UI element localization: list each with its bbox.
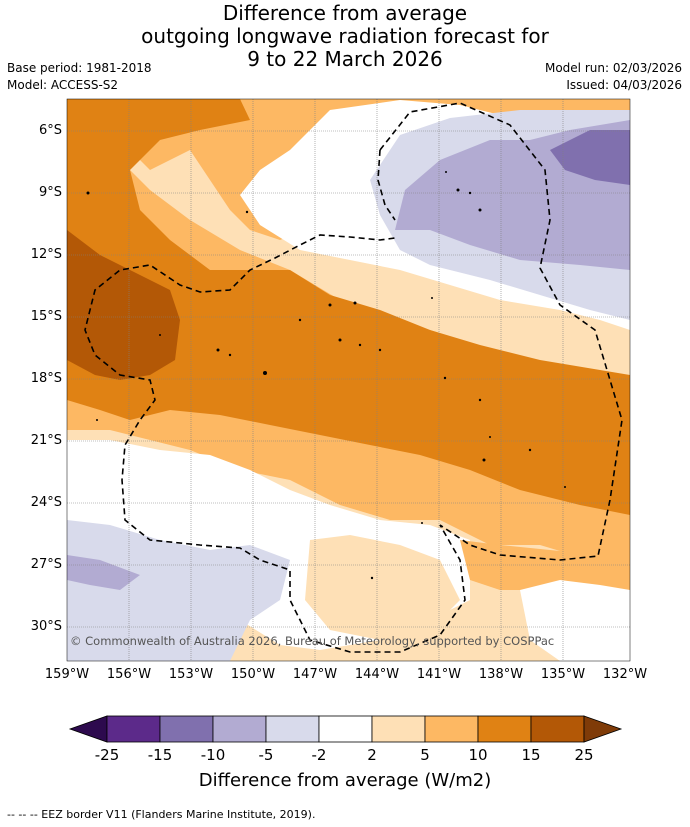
contour-2-5 [400,630,560,661]
lat-label: 30°S [30,619,62,634]
lat-label: 12°S [30,247,62,262]
colorbar-tick: 5 [420,746,430,764]
lon-label: 138°W [478,667,524,682]
colorbar-segment [477,715,532,743]
colorbar-segment [371,715,426,743]
colorbar-tick: -5 [258,746,274,764]
colorbar-tick: -25 [94,746,120,764]
colorbar-label: Difference from average (W/m2) [198,770,492,791]
lon-label: 150°W [230,667,276,682]
contour-neg-2-5 [67,520,290,661]
contour-neg-5-10 [67,555,140,590]
colorbar-tick: 15 [521,746,541,764]
issued-date: Issued: 04/03/2026 [566,78,682,92]
colorbar-tick: -10 [200,746,226,764]
colorbar-segment [159,715,214,743]
colorbar-tick: 2 [367,746,377,764]
model-run: Model run: 02/03/2026 [544,61,682,75]
lon-label: 135°W [540,667,586,682]
colorbar-segment [265,715,320,743]
contour-fill-layer [67,99,630,661]
colorbar-tick: -2 [311,746,327,764]
colorbar [68,715,623,743]
eez-border [84,102,623,653]
lat-label: 6°S [38,123,62,138]
lat-label: 9°S [38,185,62,200]
colorbar-tick: -15 [147,746,173,764]
colorbar-tick: 10 [468,746,488,764]
islands [86,171,566,580]
contour-15-25 [67,230,180,380]
lon-label: 132°W [602,667,648,682]
model-name: Model: ACCESS-S2 [7,78,119,92]
colorbar-segment [106,715,161,743]
colorbar-segment [424,715,479,743]
lat-label: 27°S [30,557,62,572]
lat-label: 24°S [30,495,62,510]
base-period: Base period: 1981-2018 [7,61,152,75]
map-frame [66,98,631,662]
colorbar-segment [212,715,267,743]
contour-2-5 [305,535,460,640]
contour-neg-10-15 [550,130,630,185]
lon-label: 153°W [168,667,214,682]
lat-label: 21°S [30,433,62,448]
contour-10-15 [67,99,630,515]
chart-title-line-3: 9 to 22 March 2026 [247,47,443,71]
eez-legend-note: -- -- -- EEZ border V11 (Flanders Marine… [7,808,316,821]
lon-label: 144°W [354,667,400,682]
lat-label: 18°S [30,371,62,386]
colorbar-extend-high [583,715,623,743]
colorbar-segment [530,715,585,743]
lon-label: 141°W [416,667,462,682]
gridlines [67,99,630,661]
copyright-notice: © Commonwealth of Australia 2026, Bureau… [70,634,555,648]
colorbar-extend-low [68,715,108,743]
colorbar-segment [318,715,373,743]
lon-label: 147°W [292,667,338,682]
lat-label: 15°S [30,309,62,324]
lon-label: 159°W [44,667,90,682]
colorbar-tick: 25 [574,746,594,764]
contour-neutral [520,580,630,661]
chart-title-line-2: outgoing longwave radiation forecast for [141,24,549,48]
lon-label: 156°W [106,667,152,682]
chart-title-line-1: Difference from average [222,1,468,25]
